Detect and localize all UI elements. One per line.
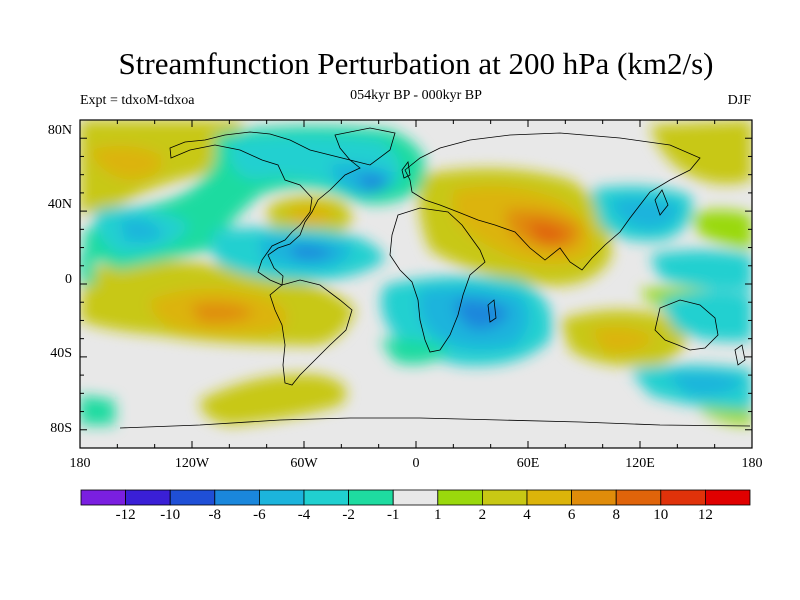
season-label: DJF: [727, 93, 751, 108]
lat-tick-label: 80S: [50, 421, 72, 436]
map-subtitle: 054kyr BP - 000kyr BP: [350, 88, 482, 103]
coast-australia: [654, 299, 719, 351]
coast-madagascar: [487, 299, 497, 323]
coast-uk: [401, 160, 411, 179]
axis-ticks: [79, 120, 753, 448]
lon-tick-label: 120E: [625, 456, 655, 471]
coast-japan: [654, 189, 669, 216]
experiment-label: Expt = tdxoM-tdxoa: [80, 93, 195, 108]
colorbar-label: 8: [612, 507, 620, 523]
coast-new-zealand: [734, 344, 746, 366]
colorbar-label: 1: [434, 507, 442, 523]
lon-tick-label: 60E: [516, 456, 540, 471]
colorbar-swatch: [615, 489, 662, 506]
colorbar-label: 6: [567, 507, 576, 523]
colorbar-swatch: [481, 489, 528, 506]
coastlines: [119, 127, 751, 429]
lon-tick-label: 60W: [290, 456, 318, 471]
coast-south-america: [269, 279, 353, 386]
colorbar-swatch: [705, 489, 751, 506]
lat-tick-label: 40S: [50, 346, 72, 361]
map-title: Streamfunction Perturbation at 200 hPa (…: [118, 46, 714, 81]
colorbar-swatch: [526, 489, 572, 506]
colorbar-label: 4: [523, 507, 531, 523]
colorbar-label: -8: [208, 507, 222, 523]
colorbar-swatch: [437, 489, 483, 506]
colorbar-swatch: [348, 489, 394, 506]
lon-tick-label: 180: [741, 456, 763, 471]
colorbar-label: -10: [160, 507, 181, 523]
colorbar-label: 12: [697, 507, 713, 523]
lat-tick-label: 0: [65, 272, 72, 287]
lat-tick-label: 40N: [47, 197, 72, 212]
lon-tick-label: 0: [412, 456, 420, 471]
colorbar-swatch: [660, 489, 706, 506]
colorbar-label: -6: [253, 507, 266, 523]
coast-north-america: [169, 131, 361, 286]
colorbar-swatch: [125, 489, 171, 506]
colorbar-label: -4: [297, 507, 311, 523]
lon-tick-label: 120W: [174, 456, 210, 471]
coast-eurasia: [404, 132, 701, 271]
coast-antarctica: [119, 417, 751, 429]
lon-tick-label: 180: [69, 456, 91, 471]
colorbar-label: 2: [478, 507, 487, 523]
colorbar-swatch: [303, 489, 349, 506]
colorbar-label: -1: [386, 507, 400, 523]
colorbar-swatch: [392, 489, 439, 506]
colorbar: [80, 489, 751, 506]
lat-tick-label: 80N: [47, 123, 72, 138]
colorbar-label: 10: [653, 507, 669, 523]
coast-africa: [389, 207, 486, 353]
colorbar-swatch: [80, 489, 126, 506]
colorbar-swatch: [214, 489, 260, 506]
colorbar-label: -12: [115, 507, 136, 523]
colorbar-swatch: [169, 489, 216, 506]
contour-field: [80, 120, 752, 448]
colorbar-label: -2: [342, 507, 355, 523]
colorbar-swatch: [258, 489, 305, 506]
colorbar-swatch: [571, 489, 617, 506]
coast-greenland: [334, 127, 396, 166]
